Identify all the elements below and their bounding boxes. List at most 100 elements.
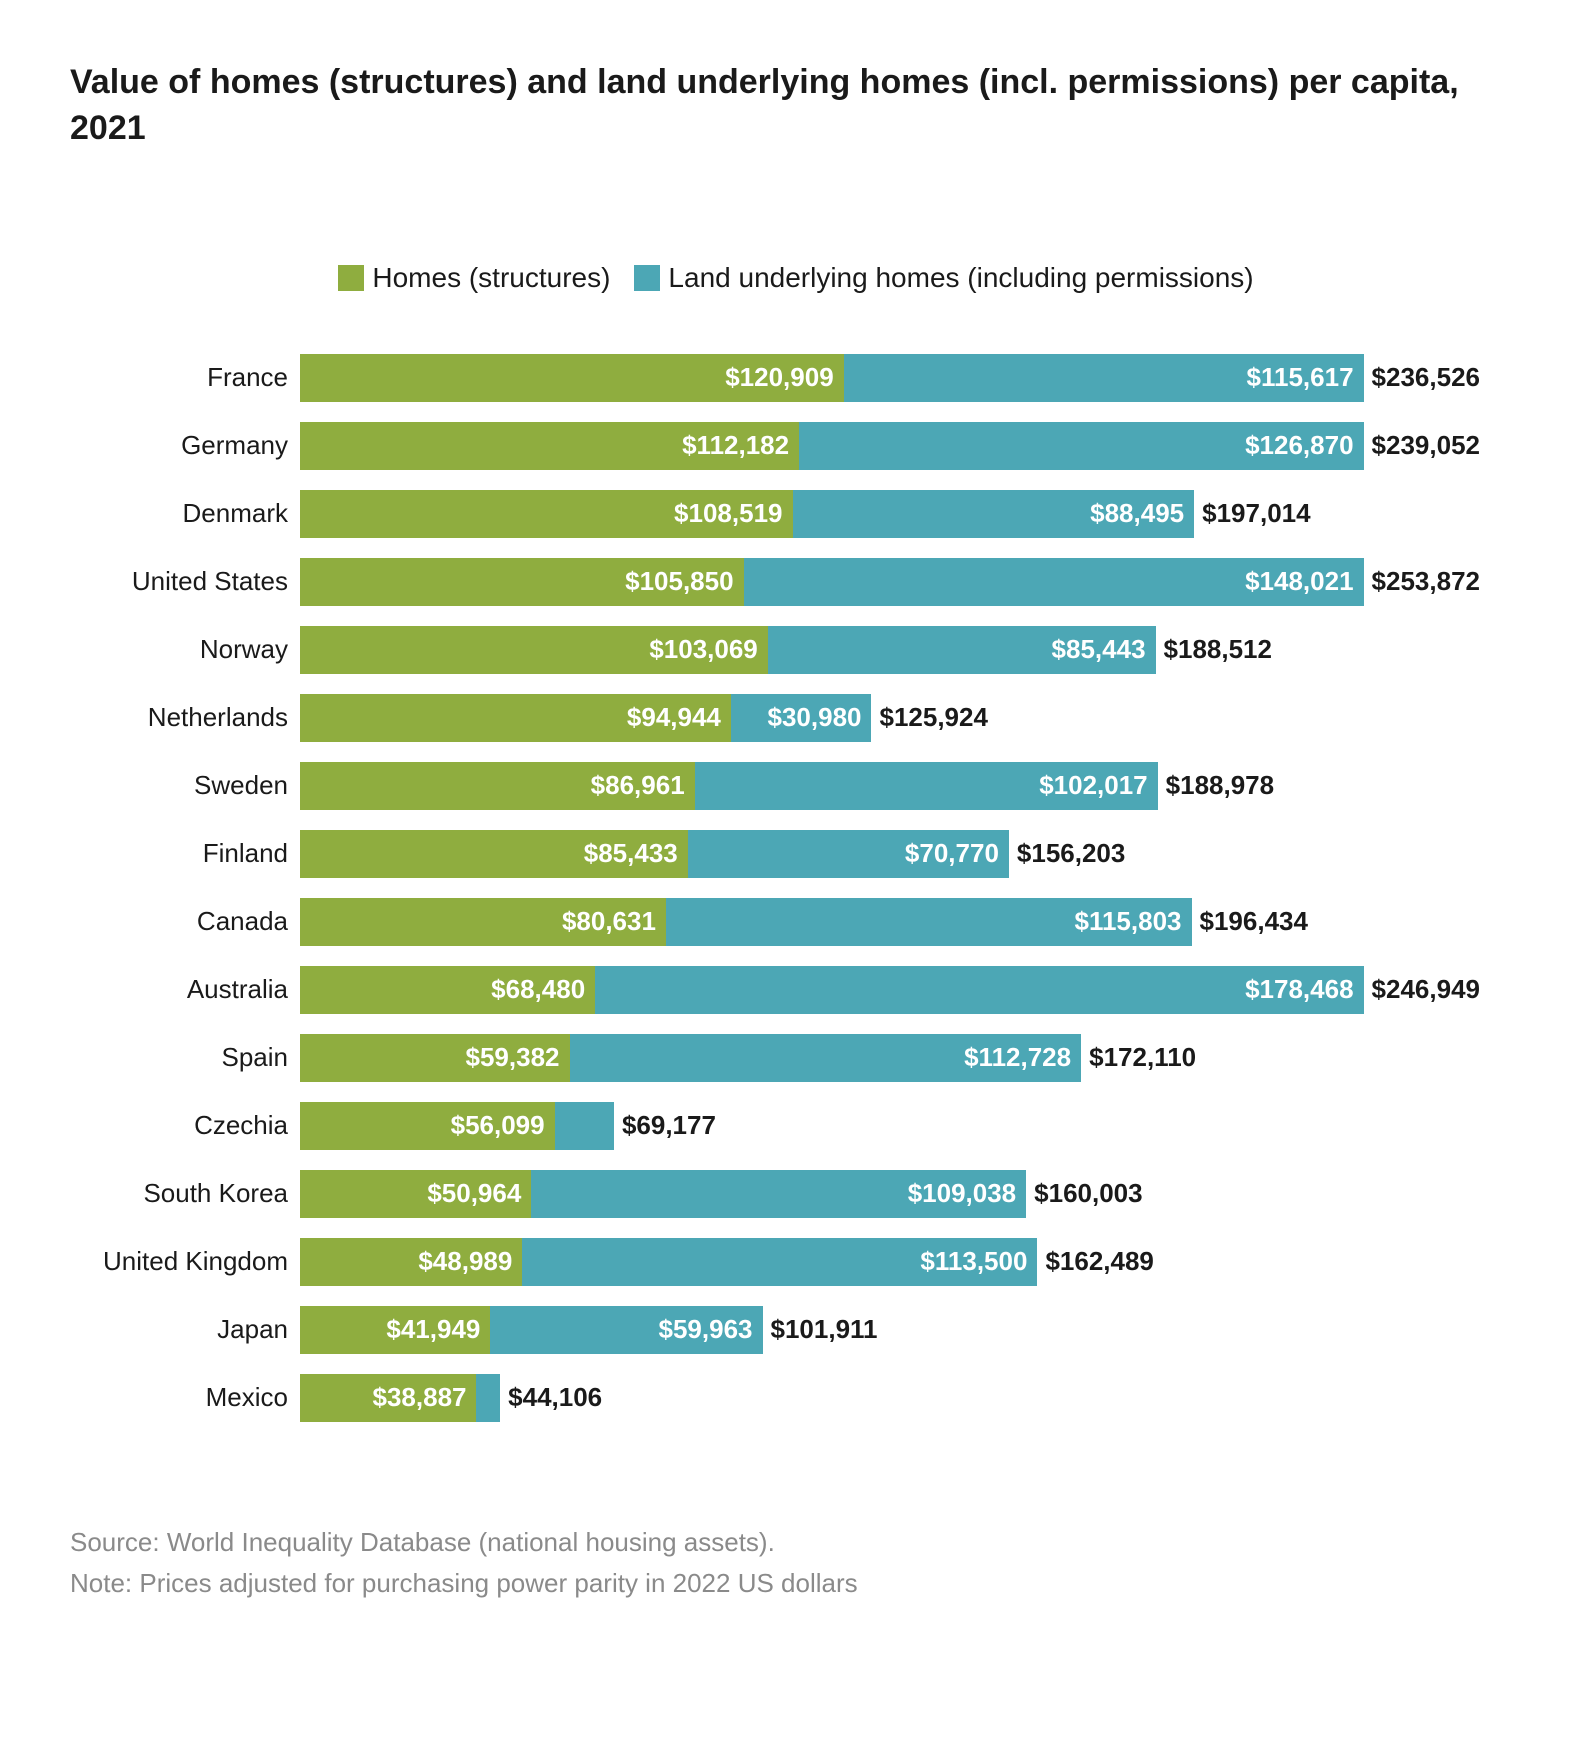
chart-legend: Homes (structures) Land underlying homes … (70, 262, 1522, 294)
table-row: Netherlands$94,944$30,980$125,924 (70, 684, 1522, 752)
bar-segment-homes: $38,887 (300, 1374, 476, 1422)
bar-segment-land: $102,017 (695, 762, 1158, 810)
country-label: Norway (70, 634, 300, 665)
bar-track: $85,433$70,770$156,203 (300, 830, 1480, 878)
footer-note: Note: Prices adjusted for purchasing pow… (70, 1563, 1522, 1605)
country-label: Canada (70, 906, 300, 937)
total-label: $246,949 (1364, 974, 1480, 1005)
bar-track: $94,944$30,980$125,924 (300, 694, 1480, 742)
table-row: United States$105,850$148,021$253,872 (70, 548, 1522, 616)
bar-track: $56,099 $69,177 (300, 1102, 1480, 1150)
bar-track: $80,631$115,803$196,434 (300, 898, 1480, 946)
bar-segment-homes: $68,480 (300, 966, 595, 1014)
bar-track: $103,069$85,443$188,512 (300, 626, 1480, 674)
bar-track: $50,964$109,038$160,003 (300, 1170, 1480, 1218)
bar-segment-land: $178,468 (595, 966, 1363, 1014)
table-row: Czechia$56,099 $69,177 (70, 1092, 1522, 1160)
table-row: Canada$80,631$115,803$196,434 (70, 888, 1522, 956)
bar-segment-homes: $112,182 (300, 422, 799, 470)
table-row: Sweden$86,961$102,017$188,978 (70, 752, 1522, 820)
table-row: France$120,909$115,617$236,526 (70, 344, 1522, 412)
bar-track: $112,182$126,870$239,052 (300, 422, 1480, 470)
bar-track: $48,989$113,500$162,489 (300, 1238, 1480, 1286)
country-label: Australia (70, 974, 300, 1005)
total-label: $69,177 (614, 1110, 716, 1141)
bar-track: $108,519$88,495$197,014 (300, 490, 1480, 538)
total-label: $188,512 (1156, 634, 1272, 665)
country-label: South Korea (70, 1178, 300, 1209)
bar-segment-homes: $86,961 (300, 762, 695, 810)
country-label: Czechia (70, 1110, 300, 1141)
bar-segment-land: $70,770 (688, 830, 1009, 878)
bar-segment-homes: $50,964 (300, 1170, 531, 1218)
legend-item: Homes (structures) (338, 262, 610, 294)
bar-segment-homes: $80,631 (300, 898, 666, 946)
bar-segment-land: $30,980 (731, 694, 872, 742)
table-row: Finland$85,433$70,770$156,203 (70, 820, 1522, 888)
bar-segment-land: $115,617 (844, 354, 1364, 402)
bar-track: $86,961$102,017$188,978 (300, 762, 1480, 810)
bar-segment-homes: $85,433 (300, 830, 688, 878)
total-label: $239,052 (1364, 430, 1480, 461)
stacked-bar-chart: France$120,909$115,617$236,526Germany$11… (70, 344, 1522, 1432)
country-label: Denmark (70, 498, 300, 529)
country-label: United Kingdom (70, 1246, 300, 1277)
bar-track: $41,949$59,963$101,911 (300, 1306, 1480, 1354)
total-label: $236,526 (1364, 362, 1480, 393)
country-label: Netherlands (70, 702, 300, 733)
bar-segment-land (555, 1102, 614, 1150)
legend-label: Land underlying homes (including permiss… (668, 262, 1253, 294)
legend-swatch (634, 265, 660, 291)
table-row: Spain$59,382$112,728$172,110 (70, 1024, 1522, 1092)
bar-segment-land: $59,963 (490, 1306, 762, 1354)
bar-segment-homes: $120,909 (300, 354, 844, 402)
country-label: Sweden (70, 770, 300, 801)
chart-title: Value of homes (structures) and land und… (70, 60, 1470, 152)
bar-track: $59,382$112,728$172,110 (300, 1034, 1480, 1082)
bar-segment-land: $109,038 (531, 1170, 1026, 1218)
country-label: Germany (70, 430, 300, 461)
total-label: $44,106 (500, 1382, 602, 1413)
table-row: Mexico$38,887 $44,106 (70, 1364, 1522, 1432)
table-row: Australia$68,480$178,468$246,949 (70, 956, 1522, 1024)
total-label: $156,203 (1009, 838, 1125, 869)
bar-segment-land: $88,495 (793, 490, 1195, 538)
bar-segment-land: $85,443 (768, 626, 1156, 674)
country-label: Spain (70, 1042, 300, 1073)
total-label: $160,003 (1026, 1178, 1142, 1209)
bar-segment-homes: $59,382 (300, 1034, 570, 1082)
bar-segment-land (476, 1374, 500, 1422)
table-row: Germany$112,182$126,870$239,052 (70, 412, 1522, 480)
bar-segment-homes: $48,989 (300, 1238, 522, 1286)
total-label: $162,489 (1037, 1246, 1153, 1277)
bar-track: $38,887 $44,106 (300, 1374, 1480, 1422)
bar-segment-land: $115,803 (666, 898, 1192, 946)
total-label: $253,872 (1364, 566, 1480, 597)
country-label: United States (70, 566, 300, 597)
country-label: Mexico (70, 1382, 300, 1413)
legend-label: Homes (structures) (372, 262, 610, 294)
bar-segment-land: $126,870 (799, 422, 1363, 470)
bar-track: $68,480$178,468$246,949 (300, 966, 1480, 1014)
total-label: $125,924 (871, 702, 987, 733)
country-label: Finland (70, 838, 300, 869)
table-row: Denmark$108,519$88,495$197,014 (70, 480, 1522, 548)
bar-segment-land: $148,021 (744, 558, 1364, 606)
total-label: $197,014 (1194, 498, 1310, 529)
total-label: $101,911 (763, 1314, 878, 1345)
chart-footer: Source: World Inequality Database (natio… (70, 1522, 1522, 1605)
bar-segment-homes: $94,944 (300, 694, 731, 742)
bar-segment-homes: $105,850 (300, 558, 744, 606)
table-row: South Korea$50,964$109,038$160,003 (70, 1160, 1522, 1228)
bar-track: $120,909$115,617$236,526 (300, 354, 1480, 402)
total-label: $188,978 (1158, 770, 1274, 801)
bar-segment-homes: $108,519 (300, 490, 793, 538)
table-row: Norway$103,069$85,443$188,512 (70, 616, 1522, 684)
table-row: Japan$41,949$59,963$101,911 (70, 1296, 1522, 1364)
legend-item: Land underlying homes (including permiss… (634, 262, 1253, 294)
total-label: $196,434 (1192, 906, 1308, 937)
total-label: $172,110 (1081, 1042, 1196, 1073)
table-row: United Kingdom$48,989$113,500$162,489 (70, 1228, 1522, 1296)
bar-segment-homes: $56,099 (300, 1102, 555, 1150)
legend-swatch (338, 265, 364, 291)
